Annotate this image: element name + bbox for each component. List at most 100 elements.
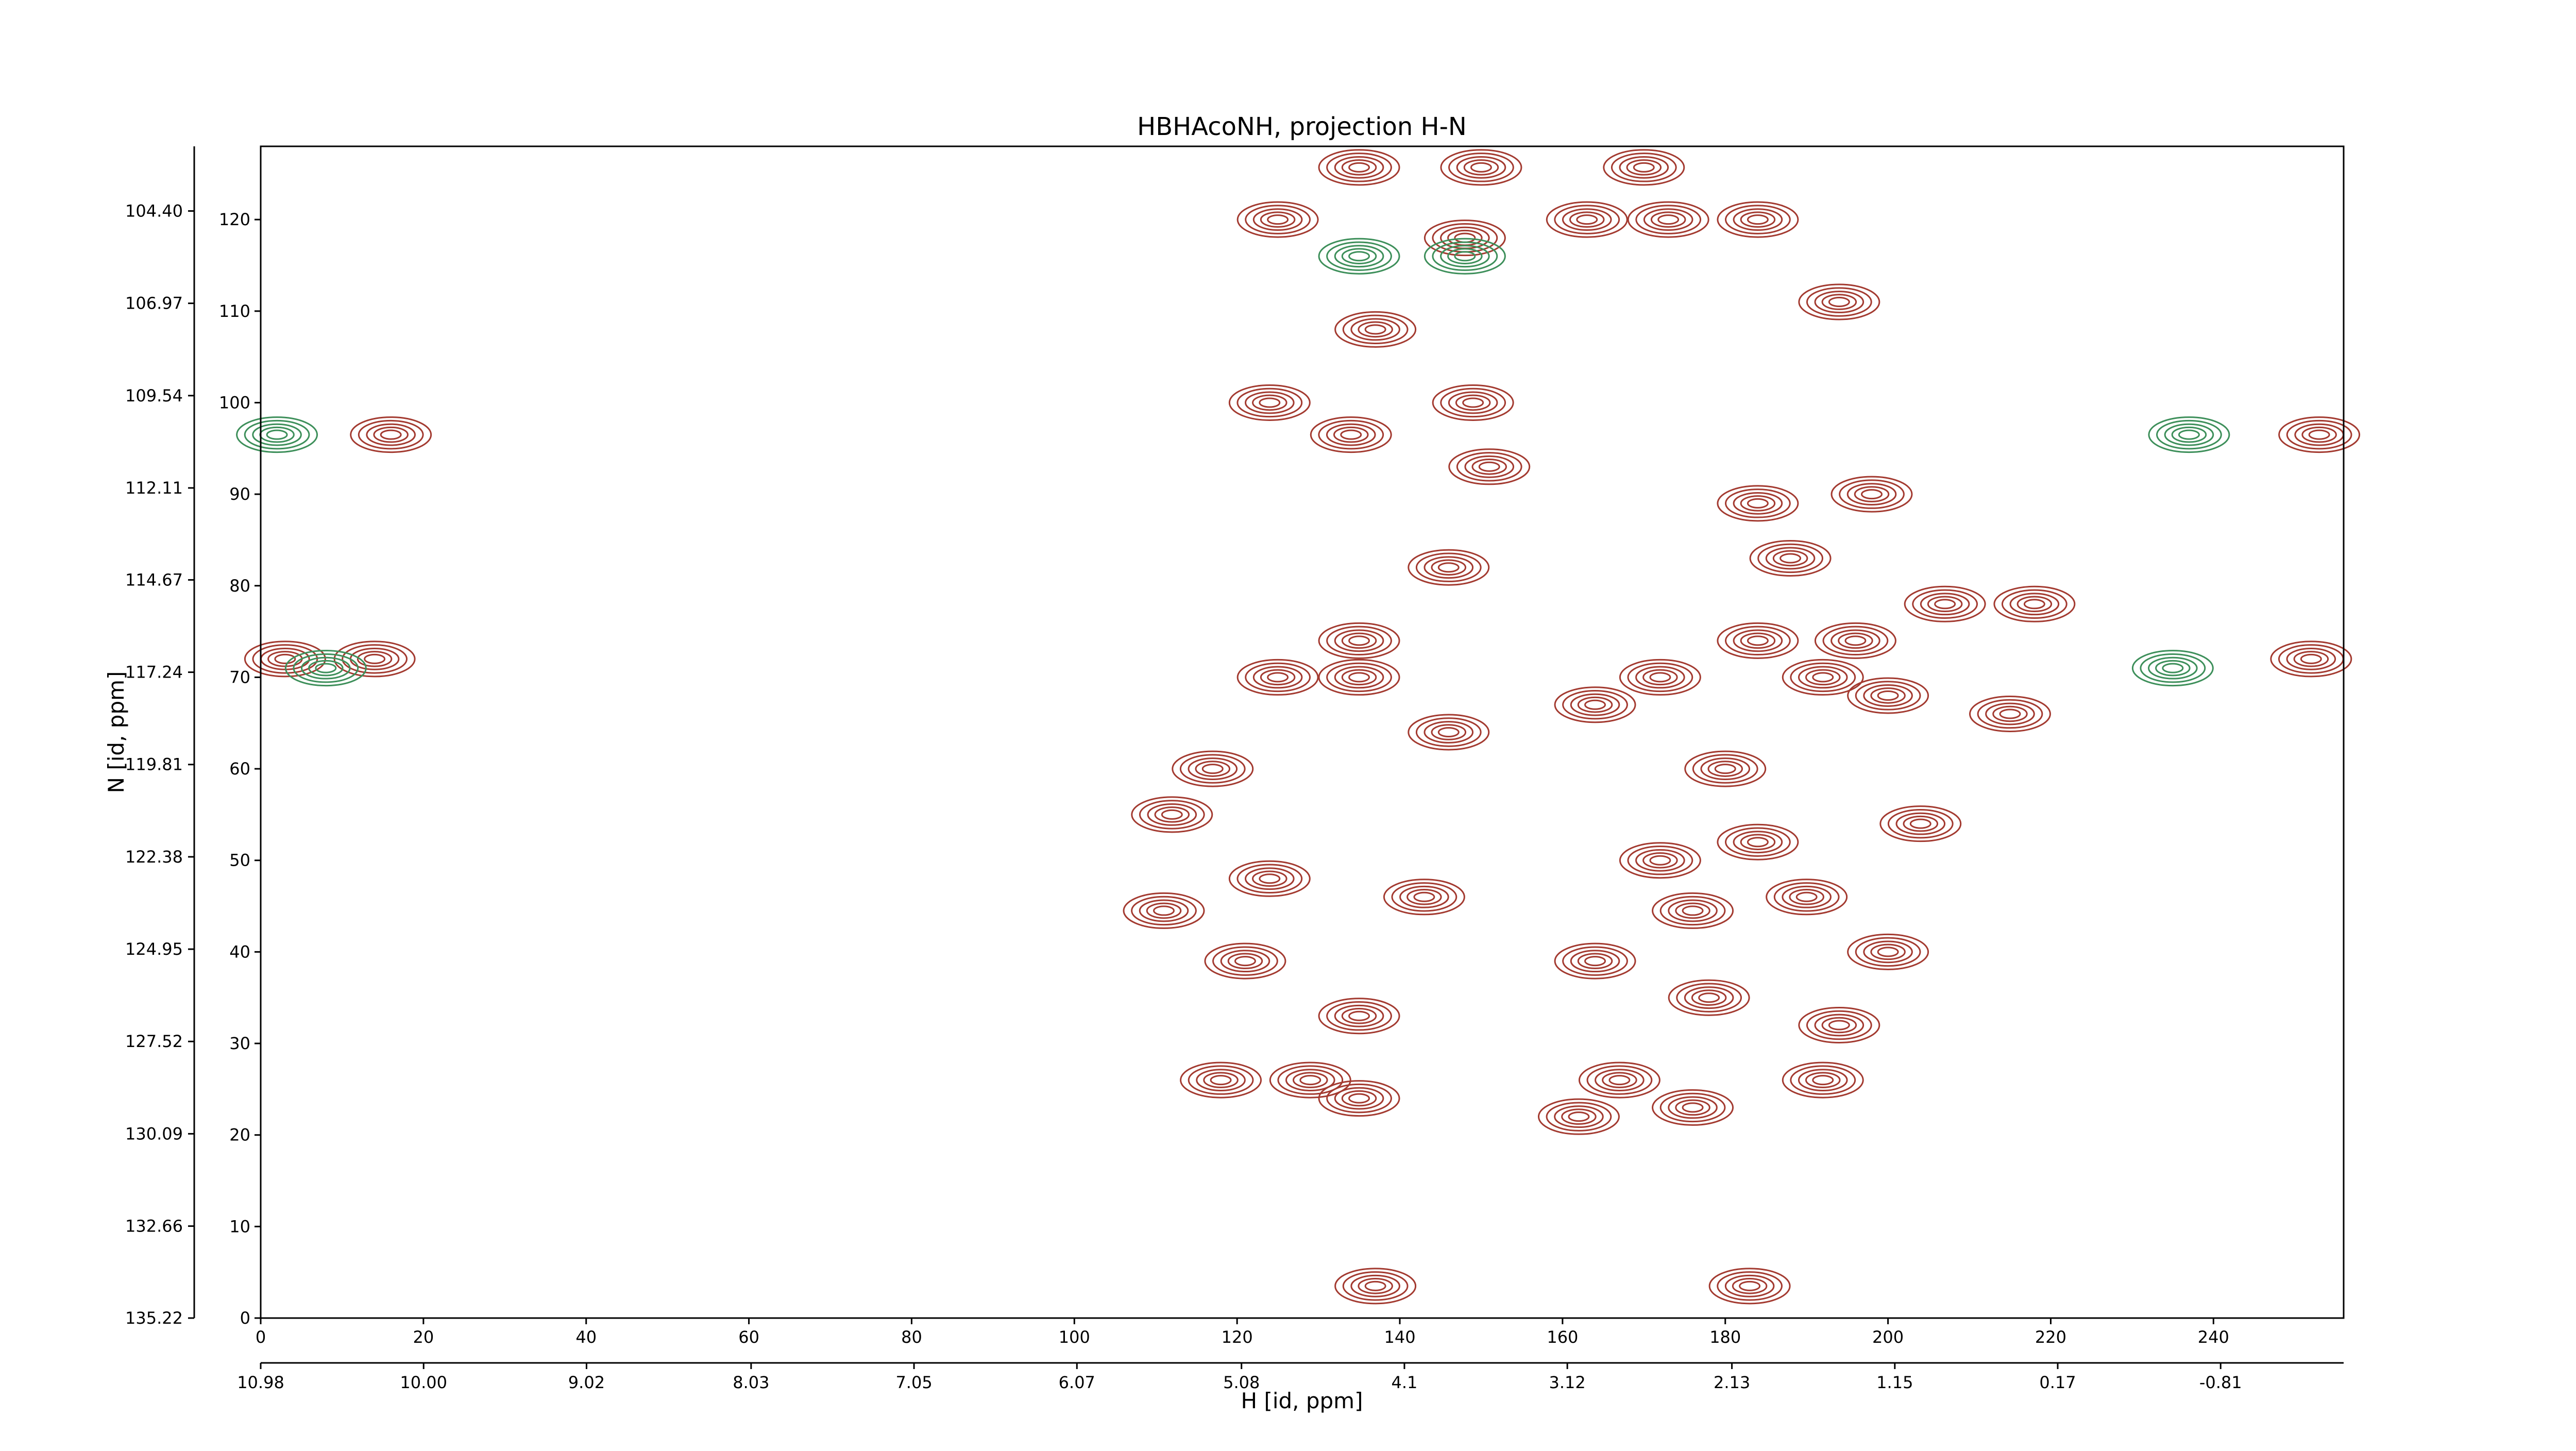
contour-level bbox=[1341, 1090, 1377, 1107]
h-tick-label: 7.05 bbox=[895, 1373, 932, 1392]
contour-level bbox=[1724, 1274, 1775, 1297]
contour-level bbox=[1277, 1065, 1344, 1095]
contour-level bbox=[1245, 662, 1311, 693]
contour-level bbox=[1782, 1061, 1864, 1099]
h-tick-label: 10.00 bbox=[400, 1373, 447, 1392]
y-tick-label: 90 bbox=[229, 484, 250, 504]
contour-level bbox=[1423, 220, 1506, 257]
contour-level bbox=[1602, 1072, 1637, 1088]
contour-level bbox=[1423, 556, 1474, 579]
y-tick-label: 120 bbox=[219, 210, 250, 229]
contour-level bbox=[2301, 426, 2337, 443]
n-tick-label: 135.22 bbox=[125, 1308, 183, 1328]
contour-level bbox=[342, 644, 408, 674]
contour-level bbox=[1139, 800, 1205, 830]
contour-level bbox=[2278, 416, 2361, 453]
contour-level bbox=[1999, 708, 2021, 719]
contour-level bbox=[1188, 757, 1238, 780]
contour-level bbox=[350, 416, 432, 453]
contour-level bbox=[1341, 248, 1377, 264]
contour-level bbox=[2300, 653, 2322, 664]
h-tick-label: 4.1 bbox=[1391, 1373, 1417, 1392]
contour-level bbox=[1399, 885, 1449, 908]
contour-level bbox=[1180, 1061, 1262, 1099]
contour-level bbox=[1909, 818, 1931, 829]
contour-level bbox=[1847, 677, 1929, 714]
contour-level bbox=[308, 660, 344, 677]
contour-level bbox=[1895, 812, 1946, 835]
h-tick-label: 6.07 bbox=[1059, 1373, 1095, 1392]
contour-level bbox=[1299, 1075, 1321, 1086]
contour-level bbox=[1903, 815, 1939, 832]
contour-level bbox=[1740, 834, 1776, 850]
n-tick-label: 130.09 bbox=[125, 1124, 183, 1143]
contour-level bbox=[1464, 455, 1515, 478]
contour-level bbox=[1790, 1065, 1856, 1095]
n-tick-label: 132.66 bbox=[125, 1217, 183, 1236]
contour-level bbox=[1203, 1072, 1239, 1088]
contour-level bbox=[1334, 666, 1384, 689]
contour-level bbox=[1733, 208, 1783, 231]
contour-level bbox=[1619, 659, 1701, 696]
contour-level bbox=[1740, 495, 1776, 512]
contour-level bbox=[1245, 867, 1295, 890]
contour-level bbox=[1139, 899, 1189, 922]
contour-level bbox=[1992, 705, 2028, 722]
plot-frame bbox=[260, 145, 2345, 1319]
n-tick-label: 122.38 bbox=[125, 847, 183, 867]
contour-level bbox=[2001, 589, 2067, 619]
contour-level bbox=[284, 650, 367, 687]
contour-level bbox=[1739, 1280, 1761, 1291]
contour-level bbox=[1448, 448, 1531, 485]
contour-level bbox=[1348, 1093, 1370, 1104]
contour-level bbox=[1642, 852, 1678, 869]
contour-level bbox=[1260, 211, 1296, 228]
contour-level bbox=[1454, 232, 1476, 243]
contour-level bbox=[1195, 761, 1231, 777]
contour-level bbox=[1652, 892, 1734, 929]
contour-level bbox=[1747, 837, 1769, 848]
contour-level bbox=[1259, 873, 1281, 884]
contour-level bbox=[1985, 702, 2035, 726]
y-tick-label: 10 bbox=[229, 1217, 250, 1236]
contour-level bbox=[1733, 492, 1783, 515]
contour-level bbox=[1887, 808, 1954, 839]
contour-level bbox=[1675, 1099, 1710, 1116]
contour-level bbox=[1259, 397, 1281, 408]
contour-level bbox=[1635, 849, 1685, 872]
contour-level bbox=[1798, 666, 1848, 689]
contour-level bbox=[1717, 823, 1799, 861]
h-tick-label: 5.08 bbox=[1223, 1373, 1260, 1392]
contour-level bbox=[357, 651, 393, 667]
contour-level bbox=[1431, 724, 1467, 740]
contour-level bbox=[1326, 241, 1392, 271]
n-tick-label: 119.81 bbox=[125, 755, 183, 774]
contour-level bbox=[1423, 721, 1474, 744]
x-tick-label: 160 bbox=[1547, 1327, 1578, 1347]
contour-level bbox=[1698, 992, 1720, 1003]
y-tick-label: 50 bbox=[229, 851, 250, 870]
contour-level bbox=[1408, 714, 1490, 751]
contour-level bbox=[2293, 651, 2329, 667]
contour-level bbox=[1668, 1096, 1718, 1119]
contour-level bbox=[1659, 896, 1726, 926]
x-tick-label: 60 bbox=[738, 1327, 759, 1347]
h-tick-label: 0.17 bbox=[2039, 1373, 2076, 1392]
x-tick-label: 100 bbox=[1059, 1327, 1090, 1347]
contour-level bbox=[1627, 662, 1693, 693]
y-tick-label: 70 bbox=[229, 667, 250, 687]
contour-level bbox=[1568, 1111, 1590, 1122]
contour-level bbox=[1635, 205, 1702, 234]
contour-level bbox=[1334, 629, 1384, 652]
contour-level bbox=[1342, 1271, 1409, 1301]
contour-level bbox=[1684, 986, 1734, 1009]
contour-level bbox=[1562, 690, 1628, 720]
contour-level bbox=[1153, 905, 1175, 916]
contour-level bbox=[1877, 947, 1899, 957]
contour-level bbox=[373, 426, 409, 443]
contour-level bbox=[1780, 553, 1802, 564]
x-tick-label: 140 bbox=[1384, 1327, 1415, 1347]
contour-level bbox=[1766, 879, 1848, 916]
contour-level bbox=[1358, 1278, 1393, 1294]
